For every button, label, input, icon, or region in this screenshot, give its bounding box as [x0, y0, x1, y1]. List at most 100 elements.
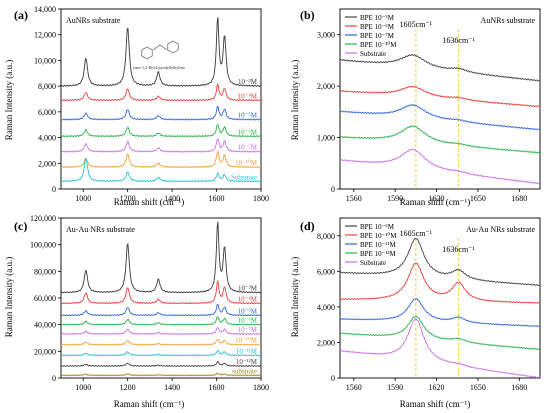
x-tick-label: 1800 [253, 383, 269, 392]
panel-label: (d) [300, 219, 315, 233]
series-line [340, 315, 540, 351]
x-tick-label: 1620 [429, 383, 445, 392]
y-tick-label: 1,000 [317, 134, 335, 143]
series-label: 10⁻⁵M [238, 112, 258, 120]
series-line [61, 149, 261, 169]
y-tick-label: 2,000 [317, 82, 335, 91]
series-line [61, 124, 261, 138]
series-line [61, 338, 261, 346]
y-tick-label: 4,000 [317, 303, 335, 312]
x-tick-label: 1000 [75, 383, 91, 392]
series-line [340, 262, 540, 304]
x-tick-label: 1600 [209, 383, 225, 392]
plot-frame [339, 8, 541, 190]
series-label: 10⁻¹²M [236, 358, 258, 366]
series-line [340, 53, 540, 82]
x-tick-label: 1650 [470, 194, 486, 203]
series-line [61, 138, 261, 153]
legend-label: BPE 10⁻¹¹M [360, 241, 396, 249]
x-tick-label: 1590 [387, 383, 403, 392]
plot-frame [60, 217, 262, 379]
panel-label: (b) [300, 8, 315, 22]
peak-guide-label: 1605cm⁻¹ [400, 20, 433, 29]
x-axis-label: Raman shift (cm⁻¹) [400, 399, 470, 409]
series-line [61, 327, 261, 335]
x-axis-label: Raman shift (cm⁻¹) [400, 197, 470, 207]
y-tick-label: 0 [52, 185, 56, 194]
series-line [61, 316, 261, 326]
x-tick-label: 1200 [120, 194, 136, 203]
x-tick-label: 1000 [75, 194, 91, 203]
legend-label: Substrate [360, 50, 386, 58]
y-tick-label: 12,000 [34, 31, 56, 40]
y-tick-label: 100,000 [30, 241, 56, 250]
x-tick-label: 1680 [511, 383, 527, 392]
series-label: Substrate [231, 173, 257, 181]
peak-guide-label: 1636cm⁻¹ [442, 36, 475, 45]
panel-2: 1000 1200 1400 1600 1800 0 20,000 40,000 60,000 8… [4, 214, 269, 409]
y-tick-label: 14,000 [34, 5, 56, 14]
series-line [340, 148, 540, 185]
x-tick-label: 1400 [164, 194, 180, 203]
legend-label: BPE 10⁻⁵M [360, 14, 395, 22]
y-tick-label: 0 [331, 185, 335, 194]
y-axis-label: Raman Intensity (a.u.) [290, 257, 300, 337]
x-tick-label: 1800 [253, 194, 269, 203]
y-tick-label: 8,000 [38, 82, 56, 91]
series-label: substrate [232, 367, 257, 375]
legend-label: BPE 10⁻¹⁰M [360, 41, 397, 49]
series-line [61, 17, 261, 87]
plot-frame [339, 217, 541, 379]
x-tick-label: 1560 [346, 383, 362, 392]
y-tick-label: 2,000 [317, 338, 335, 347]
y-tick-label: 3,000 [317, 31, 335, 40]
y-tick-label: 6,000 [38, 108, 56, 117]
x-tick-label: 1560 [346, 194, 362, 203]
legend-label: BPE 10⁻⁶M [360, 23, 395, 31]
y-axis-label: Raman Intensity (a.u.) [4, 60, 14, 140]
series-label: 10⁻⁴M [238, 92, 258, 100]
x-tick-label: 1600 [209, 194, 225, 203]
series-line [340, 104, 540, 131]
peak-guide-label: 1636cm⁻¹ [442, 245, 475, 254]
series-label: 10⁻¹⁰M [235, 337, 258, 345]
legend-label: BPE 10⁻¹²M [360, 250, 396, 258]
series-line [61, 221, 261, 294]
molecule-name: trans-1,2-Bis(4-pyridyl)ethylene [133, 65, 185, 71]
series-line [340, 125, 540, 154]
y-axis-label: Raman Intensity (a.u.) [4, 257, 14, 337]
series-line [340, 317, 540, 378]
y-tick-label: 2,000 [38, 159, 56, 168]
y-tick-label: 0 [331, 374, 335, 383]
panel-title: AuNRs substrate [66, 16, 121, 25]
y-tick-label: 0 [52, 374, 56, 383]
legend-label: BPE 10⁻¹⁰M [360, 232, 397, 240]
series-line [61, 105, 261, 121]
series-label: 10⁻¹⁰M [235, 159, 258, 167]
series-label: 10⁻⁴M [238, 295, 258, 303]
molecule-structure-icon [141, 40, 179, 60]
y-tick-label: 10,000 [34, 56, 56, 65]
y-tick-label: 80,000 [34, 267, 56, 276]
peak-guide-label: 1605cm⁻¹ [400, 229, 433, 238]
series-label: 10⁻³M [238, 78, 258, 86]
y-tick-label: 4,000 [38, 134, 56, 143]
x-tick-label: 1200 [120, 383, 136, 392]
panel-1: 1560 1590 1620 1650 1680 0 1,000 2,000 3,000 Rama… [290, 8, 541, 207]
series-label: 10⁻³M [238, 285, 258, 293]
panel-title: AuNRs substrate [481, 16, 536, 25]
y-tick-label: 60,000 [34, 294, 56, 303]
panel-title: Au-Au NRs substrate [466, 225, 535, 234]
x-axis-label: Raman shift (cm⁻¹) [114, 399, 184, 409]
x-tick-label: 1400 [164, 383, 180, 392]
panel-3: 1560 1590 1620 1650 1680 0 2,000 4,000 6,000 8,00… [290, 217, 541, 409]
panel-0: 1000 1200 1400 1600 1800 0 2,000 4,000 6,000 8,00… [4, 5, 269, 207]
series-label: 10⁻⁵M [238, 307, 258, 315]
y-tick-label: 8,000 [317, 232, 335, 241]
series-label: 10⁻⁷M [238, 326, 258, 334]
series-line [61, 372, 261, 377]
y-tick-label: 20,000 [34, 347, 56, 356]
y-tick-label: 40,000 [34, 321, 56, 330]
x-tick-label: 1650 [470, 383, 486, 392]
